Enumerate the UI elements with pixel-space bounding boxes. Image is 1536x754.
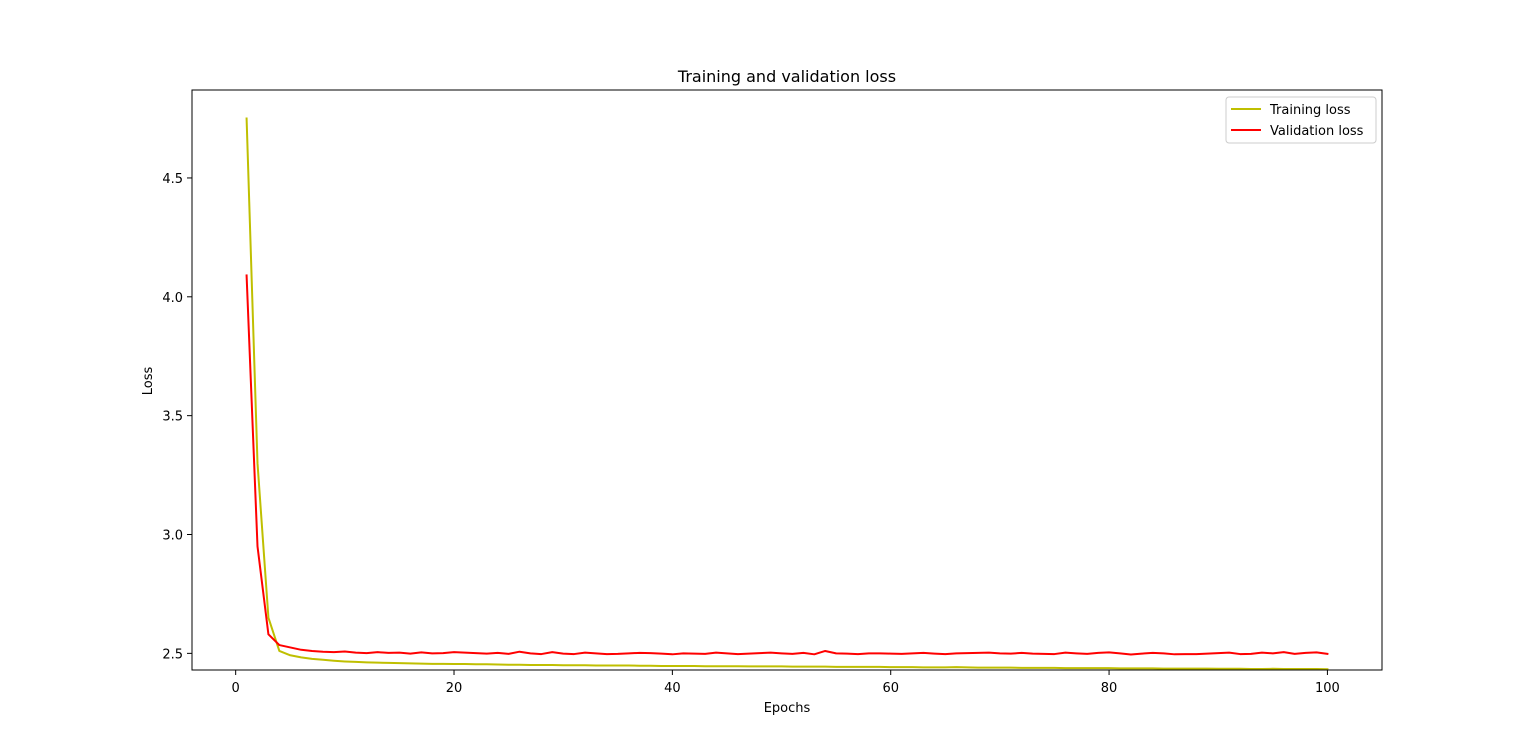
- plot-frame: [191, 89, 1383, 671]
- y-tick-label: 3.0: [162, 529, 183, 544]
- x-tick-label: 20: [446, 681, 463, 696]
- legend-label-training-loss: Training loss: [1269, 103, 1351, 118]
- axes-layer: 0 20 40 60 80 100 2.5 3.0 3.5 4.0 4.5: [162, 89, 1383, 696]
- y-tick-label: 2.5: [162, 647, 183, 662]
- legend-label-validation-loss: Validation loss: [1270, 124, 1364, 139]
- series-line-validation-loss: [245, 274, 1329, 656]
- x-axis-title: Epochs: [764, 701, 811, 716]
- x-tick-label: 80: [1101, 681, 1118, 696]
- y-tick-label: 4.5: [162, 172, 183, 187]
- legend: Training loss Validation loss: [1225, 96, 1377, 144]
- x-tick-label: 0: [232, 681, 240, 696]
- legend-frame: [1225, 96, 1377, 144]
- series-layer: [245, 117, 1329, 671]
- x-tick-label: 100: [1315, 681, 1340, 696]
- chart-title: Training and validation loss: [677, 67, 896, 86]
- x-tick-label: 60: [882, 681, 899, 696]
- x-tick-label: 40: [664, 681, 681, 696]
- y-tick-label: 4.0: [162, 291, 183, 306]
- y-axis-title: Loss: [141, 367, 156, 396]
- y-tick-label: 3.5: [162, 410, 183, 425]
- series-line-training-loss: [245, 117, 1329, 671]
